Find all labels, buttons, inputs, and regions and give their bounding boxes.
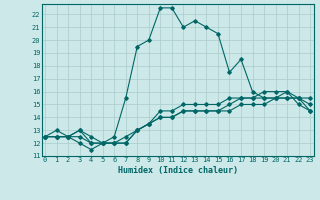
X-axis label: Humidex (Indice chaleur): Humidex (Indice chaleur) [118,166,237,175]
